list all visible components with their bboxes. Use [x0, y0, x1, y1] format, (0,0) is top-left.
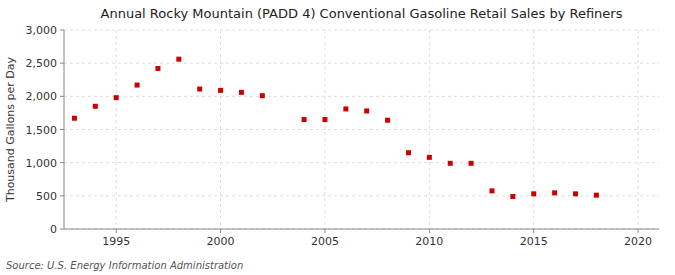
x-tick-label: 2005	[311, 235, 339, 248]
point	[552, 190, 557, 195]
point	[343, 106, 348, 111]
x-tick-label: 2000	[207, 235, 235, 248]
point	[302, 117, 307, 122]
x-tick-label: 2015	[520, 235, 548, 248]
point	[448, 161, 453, 166]
point	[218, 88, 223, 93]
y-tick-label: 1,000	[26, 157, 58, 170]
point	[176, 57, 181, 62]
x-tick-label: 2020	[624, 235, 652, 248]
point	[364, 108, 369, 113]
title: Annual Rocky Mountain (PADD 4) Conventio…	[101, 6, 623, 21]
grid-line	[116, 30, 117, 229]
point	[385, 118, 390, 123]
x-tick	[220, 229, 221, 233]
x-tick	[324, 229, 325, 233]
points	[72, 57, 599, 199]
point	[155, 66, 160, 71]
x-tick	[429, 229, 430, 233]
y-tick-label: 0	[50, 223, 57, 236]
y-tick	[60, 129, 64, 130]
point	[93, 104, 98, 109]
point	[469, 161, 474, 166]
grid-line	[324, 30, 325, 229]
grid-line	[638, 30, 639, 229]
grid-line	[64, 129, 659, 130]
y-tick	[60, 96, 64, 97]
y-tick-label: 2,500	[26, 57, 58, 70]
y-tick	[60, 30, 64, 31]
point	[510, 194, 515, 199]
y-tick	[60, 162, 64, 163]
x-tick	[533, 229, 534, 233]
x-tick-label: 2010	[415, 235, 443, 248]
grid-line	[64, 162, 659, 163]
y-tick-label: 500	[36, 190, 57, 203]
point	[322, 117, 327, 122]
grid-line	[429, 30, 430, 229]
point	[489, 188, 494, 193]
y-tick	[60, 195, 64, 196]
point	[406, 150, 411, 155]
point	[114, 95, 119, 100]
point	[594, 193, 599, 198]
grid-line	[64, 63, 659, 64]
chart-container: 1995 2000 2005 2010 2015 2020 0 500 1,000 1,500 2,…	[0, 0, 675, 275]
point	[573, 191, 578, 196]
point	[239, 90, 244, 95]
grid-line	[533, 30, 534, 229]
y-axis-label: Thousand Gallons per Day	[4, 56, 17, 203]
grid-line	[64, 30, 659, 31]
x-axis-line	[64, 229, 659, 230]
point	[531, 191, 536, 196]
y-tick	[60, 63, 64, 64]
grid-line	[220, 30, 221, 229]
point	[427, 155, 432, 160]
point	[135, 83, 140, 88]
chart: 1995 2000 2005 2010 2015 2020 0 500 1,000 1,500 2,…	[0, 0, 675, 275]
y-tick	[60, 229, 64, 230]
source-note: Source: U.S. Energy Information Administ…	[6, 260, 243, 271]
grid-line	[64, 195, 659, 196]
grid	[64, 30, 659, 229]
ticks: 1995 2000 2005 2010 2015 2020 0 500 1,000 1,500 2,…	[26, 24, 653, 248]
x-tick	[116, 229, 117, 233]
y-tick-label: 2,000	[26, 90, 58, 103]
point	[197, 87, 202, 92]
x-tick-label: 1995	[102, 235, 130, 248]
grid-line	[64, 96, 659, 97]
point	[260, 93, 265, 98]
y-tick-label: 1,500	[26, 124, 58, 137]
point	[72, 116, 77, 121]
x-tick	[638, 229, 639, 233]
grid-line	[64, 229, 659, 230]
y-tick-label: 3,000	[26, 24, 58, 37]
